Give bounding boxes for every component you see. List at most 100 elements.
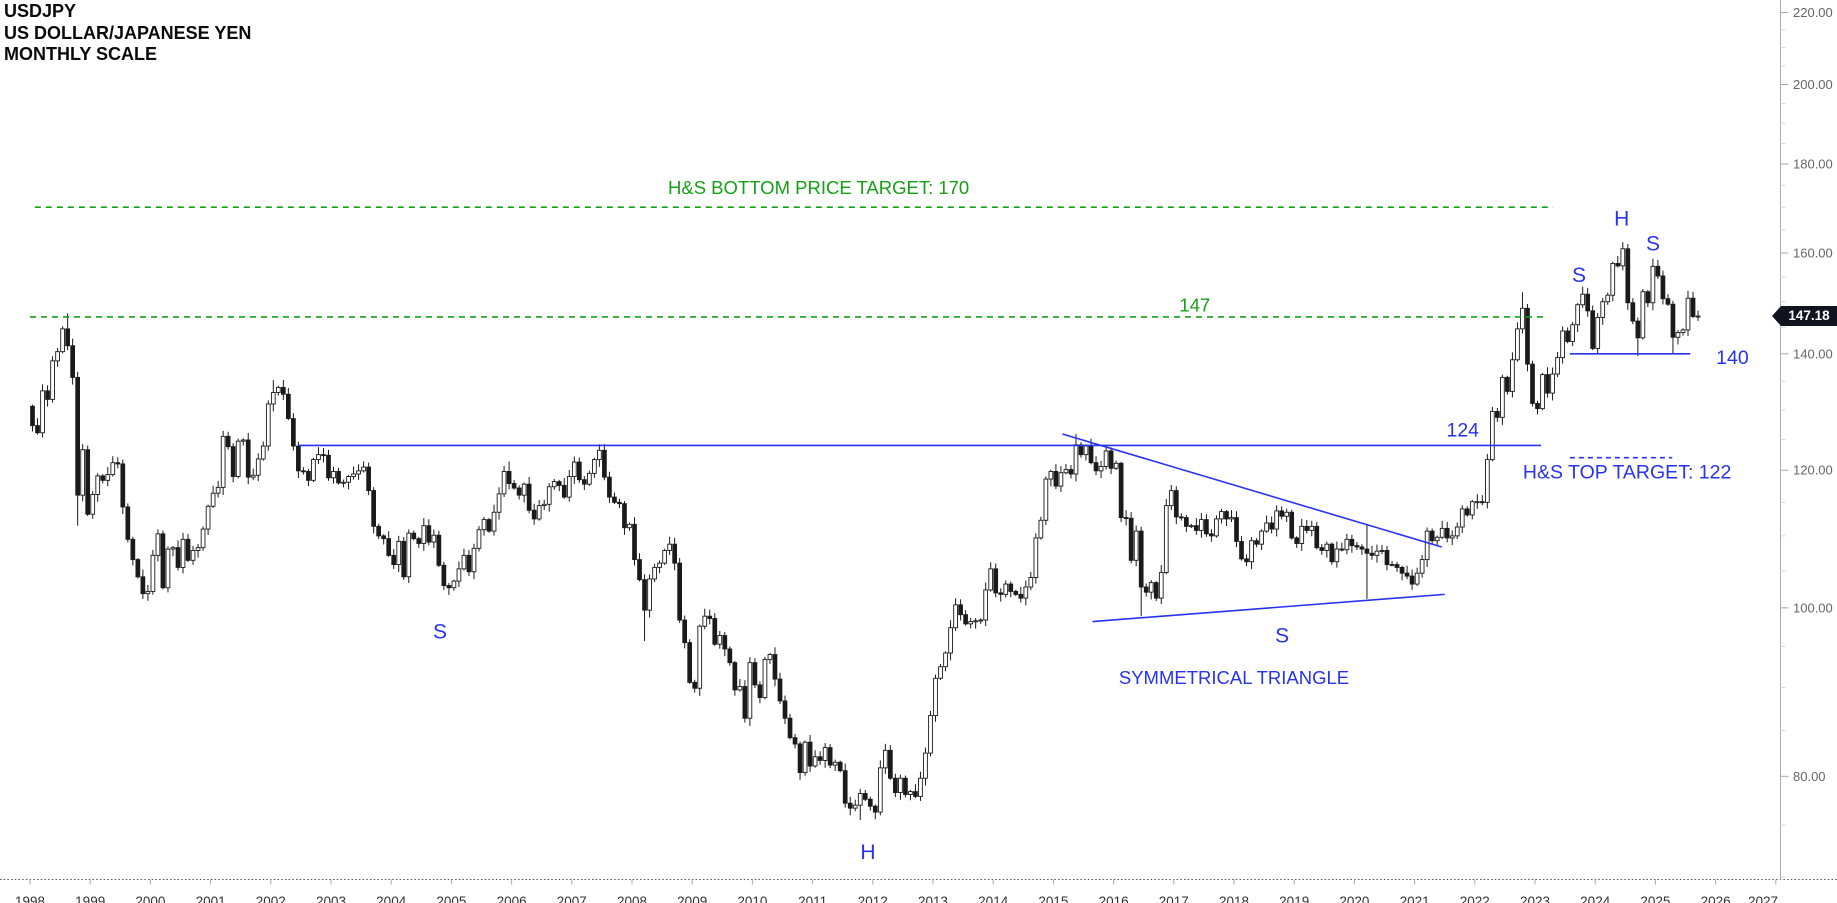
x-axis-year-label: 2022	[1460, 894, 1490, 903]
candle-body	[1078, 444, 1084, 456]
candle-body	[1454, 526, 1460, 537]
candle-body	[1098, 465, 1104, 472]
annotations-layer: H&S BOTTOM PRICE TARGET: 170 147 124 140 H&S…	[30, 177, 1749, 864]
pattern-letter-h[interactable]: H	[1614, 207, 1629, 230]
candle-body	[857, 793, 863, 806]
annotation-label[interactable]: SYMMETRICAL TRIANGLE	[1119, 667, 1349, 688]
candle-body	[983, 589, 989, 621]
x-axis[interactable]: 1998 1999 2000 2001 2002 2003 2004 2005 2006 2007…	[0, 879, 1837, 903]
candle-body	[230, 446, 236, 477]
candle-body	[862, 793, 868, 800]
candle-body	[1334, 548, 1340, 563]
candle-body	[622, 503, 627, 529]
pattern-letter-h[interactable]: H	[860, 841, 875, 864]
candle-body	[210, 492, 216, 507]
candle-body	[311, 459, 316, 481]
triangle-upper-trendline[interactable]	[1062, 433, 1442, 548]
candle-body	[1394, 564, 1400, 568]
candle-body	[546, 486, 552, 505]
candle-body	[1670, 303, 1676, 338]
annotation-label[interactable]: H&S TOP TARGET: 122	[1523, 461, 1731, 483]
candle-body	[1324, 543, 1330, 551]
candlestick-series	[30, 242, 1701, 821]
candle-body	[1384, 549, 1390, 566]
candle-body	[1279, 510, 1285, 517]
candle-body	[662, 549, 667, 564]
x-axis-year-label: 2009	[677, 894, 707, 903]
candle-body	[1424, 530, 1430, 561]
candle-body	[918, 777, 923, 797]
candle-body	[867, 798, 873, 807]
candle-body	[647, 578, 652, 611]
candle-body	[1103, 450, 1109, 467]
candle-body	[381, 535, 387, 540]
candle-body	[536, 505, 542, 520]
candle-body	[541, 503, 547, 507]
candle-body	[587, 472, 592, 485]
candle-body	[341, 481, 346, 484]
candle-body	[1083, 445, 1089, 456]
candle-body	[1530, 363, 1535, 404]
candle-body	[421, 525, 427, 544]
candle-body	[1379, 549, 1385, 552]
candle-body	[531, 509, 537, 520]
candle-body	[797, 743, 803, 774]
x-axis-year-label: 2025	[1640, 894, 1670, 903]
candle-body	[973, 620, 978, 623]
candle-body	[1163, 505, 1169, 573]
candle-body	[95, 475, 101, 495]
x-axis-year-label: 2007	[557, 894, 587, 903]
candle-body	[933, 677, 938, 717]
candle-body	[717, 635, 723, 645]
candle-body	[110, 462, 116, 476]
candle-body	[406, 532, 412, 578]
x-axis-year-label: 2020	[1339, 894, 1369, 903]
candle-body	[737, 686, 743, 691]
pattern-letter-s[interactable]: S	[433, 620, 447, 643]
candle-body	[617, 501, 622, 505]
pattern-letter-s[interactable]: S	[1572, 264, 1586, 287]
annotation-label[interactable]: 140	[1716, 347, 1749, 369]
candle-body	[145, 590, 151, 595]
y-axis[interactable]: 220.00 200.00 180.00 160.00 140.00 120.00 100.…	[1780, 0, 1833, 880]
candle-body	[1620, 248, 1626, 267]
candle-body	[1369, 552, 1375, 556]
candle-body	[1043, 478, 1049, 521]
y-axis-price-label: 180.00	[1793, 157, 1833, 172]
x-axis-year-label: 2021	[1400, 894, 1430, 903]
candle-body	[1535, 402, 1540, 410]
annotation-label[interactable]: 124	[1446, 420, 1479, 442]
candle-body	[245, 439, 251, 478]
x-axis-year-label: 2014	[978, 894, 1009, 903]
candle-body	[1274, 510, 1279, 530]
candle-body	[1239, 540, 1244, 560]
pattern-letter-s[interactable]: S	[1646, 233, 1660, 256]
candle-body	[1645, 291, 1651, 304]
candle-body	[682, 619, 688, 644]
candle-body	[1434, 536, 1440, 542]
candle-body	[832, 761, 838, 766]
candle-body	[612, 496, 617, 503]
y-axis-price-label: 140.00	[1793, 346, 1833, 361]
candle-body	[882, 749, 888, 769]
candle-body	[1168, 490, 1174, 507]
annotation-label[interactable]: H&S BOTTOM PRICE TARGET: 170	[668, 177, 969, 198]
candle-body	[627, 523, 632, 529]
candle-body	[265, 403, 271, 447]
candle-body	[712, 618, 718, 645]
candle-body	[1178, 516, 1184, 519]
candle-body	[275, 387, 281, 393]
annotation-label[interactable]: 147	[1179, 295, 1210, 316]
candle-body	[125, 506, 131, 540]
candle-body	[782, 700, 788, 719]
candle-body	[692, 681, 698, 689]
candle-body	[677, 562, 683, 621]
candle-body	[697, 625, 703, 689]
candle-body	[326, 454, 331, 479]
pattern-letter-s[interactable]: S	[1275, 624, 1289, 647]
triangle-lower-trendline[interactable]	[1092, 593, 1445, 623]
y-axis-price-label: 100.00	[1793, 600, 1833, 615]
x-axis-year-label: 2013	[918, 894, 948, 903]
x-axis-year-label: 2024	[1580, 894, 1611, 903]
